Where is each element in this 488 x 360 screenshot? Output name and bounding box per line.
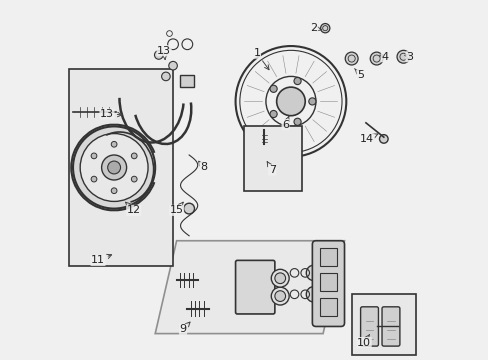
Bar [244, 126, 301, 191]
Text: 15: 15 [169, 202, 183, 215]
Circle shape [293, 118, 301, 125]
Circle shape [285, 154, 290, 159]
Bar [69, 69, 173, 266]
Circle shape [107, 161, 121, 174]
Circle shape [260, 144, 285, 169]
Circle shape [168, 62, 177, 70]
Circle shape [154, 51, 163, 59]
Text: 14: 14 [359, 134, 377, 144]
Bar [319, 273, 337, 291]
Text: 13: 13 [100, 109, 122, 119]
Circle shape [111, 188, 117, 194]
Circle shape [162, 72, 170, 81]
Circle shape [266, 150, 279, 163]
Circle shape [253, 137, 292, 176]
Bar [319, 298, 337, 316]
Circle shape [305, 265, 322, 281]
Text: 6: 6 [282, 116, 288, 130]
Circle shape [308, 98, 315, 105]
Circle shape [293, 77, 301, 85]
Text: 10: 10 [356, 334, 370, 347]
Circle shape [131, 176, 137, 182]
Text: 13: 13 [157, 46, 171, 59]
Polygon shape [155, 241, 344, 334]
Circle shape [102, 155, 126, 180]
Circle shape [274, 273, 285, 284]
Circle shape [269, 85, 277, 93]
Circle shape [276, 87, 305, 116]
Bar [180, 75, 194, 87]
Circle shape [271, 287, 288, 305]
Circle shape [111, 141, 117, 147]
Circle shape [396, 50, 409, 63]
Circle shape [91, 176, 97, 182]
Text: 12: 12 [125, 202, 141, 215]
Text: 9: 9 [179, 322, 190, 334]
Circle shape [305, 287, 322, 302]
Circle shape [345, 52, 357, 65]
Circle shape [275, 140, 280, 145]
Bar [351, 294, 415, 355]
Text: 7: 7 [266, 162, 275, 175]
Text: 5: 5 [354, 69, 364, 80]
Circle shape [258, 145, 263, 150]
Circle shape [73, 126, 155, 208]
Bar [319, 248, 337, 266]
Circle shape [320, 23, 329, 33]
FancyBboxPatch shape [235, 260, 274, 314]
Circle shape [80, 134, 148, 202]
Circle shape [379, 135, 387, 143]
Text: 3: 3 [404, 52, 412, 62]
Circle shape [183, 203, 194, 214]
Circle shape [269, 111, 277, 118]
Circle shape [369, 52, 382, 65]
Circle shape [274, 291, 285, 301]
Circle shape [258, 163, 263, 168]
Text: 8: 8 [198, 161, 206, 172]
Circle shape [91, 153, 97, 159]
Circle shape [131, 153, 137, 159]
FancyBboxPatch shape [312, 241, 344, 327]
Text: 11: 11 [91, 255, 111, 265]
Circle shape [271, 269, 288, 287]
Text: 4: 4 [379, 52, 387, 62]
FancyBboxPatch shape [360, 307, 378, 346]
Text: 1: 1 [253, 48, 268, 70]
FancyBboxPatch shape [381, 307, 399, 346]
Circle shape [275, 168, 280, 174]
Text: 2: 2 [310, 23, 321, 33]
